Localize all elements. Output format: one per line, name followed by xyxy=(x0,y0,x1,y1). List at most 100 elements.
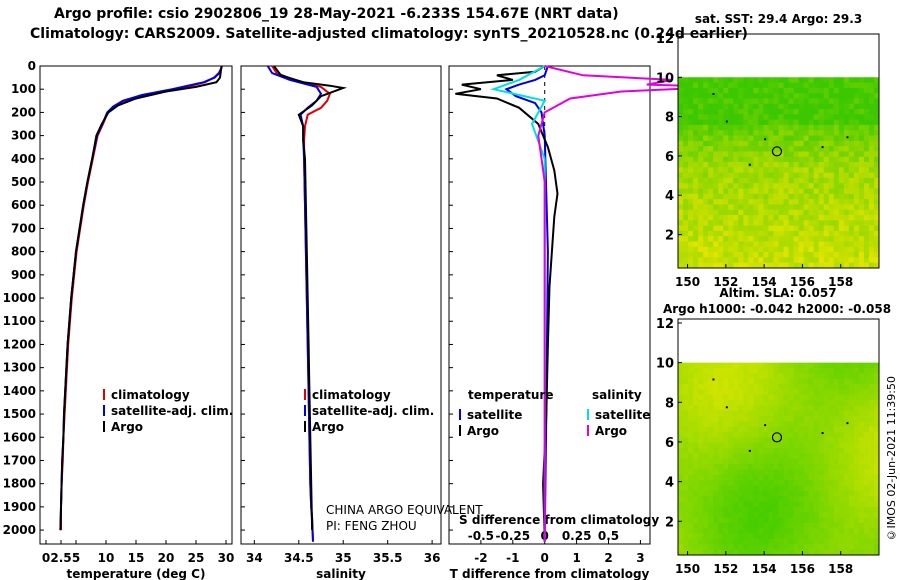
sla_map-cell xyxy=(708,416,714,422)
sst_map-cell xyxy=(713,77,719,83)
temperature-xtick-label: 10 xyxy=(98,551,115,565)
sla_map-cell xyxy=(718,512,724,518)
sla_map-cell xyxy=(838,437,845,444)
sst_map-cell xyxy=(818,114,825,121)
sst_map-cell xyxy=(823,146,830,152)
sla_map-cell xyxy=(728,405,734,412)
sst_map-cell xyxy=(838,236,845,242)
sst_map-cell xyxy=(743,215,749,221)
sla_map-cell xyxy=(868,421,875,428)
sla_map-cell xyxy=(693,362,699,369)
sst_map-cell xyxy=(708,82,714,89)
sla_map-cell xyxy=(728,474,734,481)
sst_map-cell xyxy=(853,109,860,115)
sst_map-cell xyxy=(828,119,835,126)
sla_map-cell xyxy=(758,480,764,486)
sla_map-cell xyxy=(778,517,784,524)
sst_map-cell xyxy=(688,167,694,174)
sla_map-cell xyxy=(718,469,724,476)
sst_map-cell xyxy=(838,119,845,126)
sla_map-cell xyxy=(813,426,820,433)
sla_map-cell xyxy=(863,490,870,497)
sla_map-cell xyxy=(788,448,794,454)
sla_map-cell xyxy=(693,506,699,513)
sst_map-cell xyxy=(858,98,865,105)
sst_map-cell xyxy=(833,241,840,248)
sla_map-cell xyxy=(783,549,789,556)
sst_map-cell xyxy=(863,188,870,195)
sla_map-cell xyxy=(748,474,754,481)
sst_map-cell xyxy=(773,130,779,136)
sst_map-cell xyxy=(818,177,825,184)
sla_map-cell xyxy=(768,405,774,412)
sla_map-cell xyxy=(688,496,694,502)
sst_map-cell xyxy=(763,230,769,237)
sla_map-cell xyxy=(803,490,810,497)
sla_map-cell xyxy=(813,432,820,438)
sla_map-cell xyxy=(713,506,719,513)
sst_map-cell xyxy=(848,109,855,115)
sla_map-cell xyxy=(843,490,850,497)
sla_map-cell xyxy=(778,490,784,497)
sst_map-cell xyxy=(858,236,865,242)
sst_map-cell xyxy=(838,241,845,248)
sla_map-cell xyxy=(793,378,800,385)
sst_map-cell xyxy=(773,135,779,142)
sst_map-cell xyxy=(698,156,704,163)
sla_map-cell xyxy=(768,538,774,545)
sla_map-cell xyxy=(838,490,845,497)
sst_map-cell xyxy=(713,241,719,248)
sla_map-cell xyxy=(703,533,709,540)
sla_map-cell xyxy=(828,367,835,374)
sst_map-cell xyxy=(848,188,855,195)
sst_map-cell xyxy=(868,177,875,184)
sla_map-cell xyxy=(868,528,875,535)
sst_map-cell xyxy=(693,172,699,179)
sst_map-cell xyxy=(838,114,845,121)
sla_map-cell xyxy=(823,501,830,508)
sst_map-cell xyxy=(808,246,815,253)
sst_map-cell xyxy=(688,124,694,131)
sla_map-cell xyxy=(838,362,845,369)
sla_map-cell xyxy=(833,378,840,385)
sla_map-cell xyxy=(803,458,810,465)
sla_map-cell xyxy=(768,416,774,422)
sla_map-cell xyxy=(743,496,749,502)
sst_map-cell xyxy=(753,220,759,227)
sst_map-cell xyxy=(828,188,835,195)
sla_map-cell xyxy=(808,416,815,422)
sst_map-cell xyxy=(733,183,739,189)
sla_map-cell xyxy=(823,506,830,513)
sst_map-cell xyxy=(843,204,850,211)
sla_map-cell xyxy=(738,384,744,390)
sla_map-cell xyxy=(818,522,825,529)
sla_map-cell xyxy=(838,538,845,545)
sst_map-cell xyxy=(783,124,789,131)
sla_map-cell xyxy=(853,490,860,497)
sst_map-cell xyxy=(778,236,784,242)
sla_map-cell xyxy=(738,362,744,369)
sst_map-cell xyxy=(788,98,794,105)
sla_map-cell xyxy=(683,496,689,502)
sst_map-cell xyxy=(778,130,784,136)
depth-tick-label: 1000 xyxy=(3,291,36,305)
sla_map-cell xyxy=(693,474,699,481)
sla_map-cell xyxy=(848,549,855,556)
sst_map-cell xyxy=(688,246,694,253)
sst_map-cell xyxy=(873,167,880,174)
sla_map-cell xyxy=(778,373,784,380)
sla_map-cell xyxy=(803,378,810,385)
sst_map-cell xyxy=(858,82,865,89)
sla_map-cell xyxy=(733,490,739,497)
sst_map-cell xyxy=(758,236,764,242)
sst_map-cell xyxy=(688,236,694,242)
sst_map-cell xyxy=(813,257,820,264)
sst_map-cell xyxy=(718,188,724,195)
sla_map-cell xyxy=(793,389,800,396)
sla_map-cell xyxy=(853,485,860,492)
sla_map-cell xyxy=(708,522,714,529)
sla_map-cell xyxy=(853,506,860,513)
sla_map-cell xyxy=(848,458,855,465)
sla_map-cell xyxy=(863,517,870,524)
sst_map-cell xyxy=(843,199,850,205)
